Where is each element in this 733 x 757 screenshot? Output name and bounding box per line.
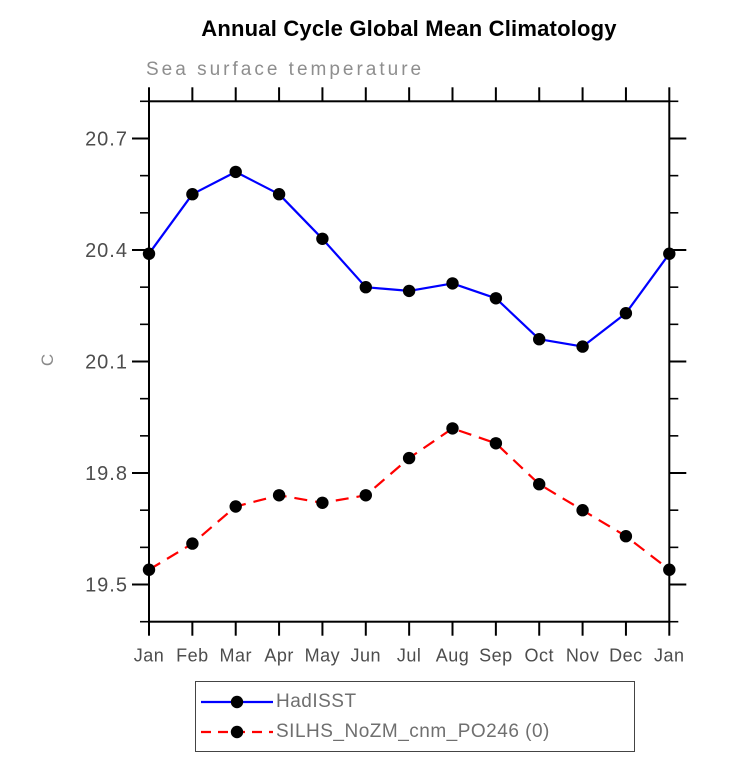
x-tick-label: Apr xyxy=(264,646,294,666)
y-tick-label: 20.1 xyxy=(85,352,128,374)
chart-title: Annual Cycle Global Mean Climatology xyxy=(201,16,617,41)
y-axis-ticks xyxy=(132,100,687,623)
series-line-0 xyxy=(148,170,671,348)
y-axis-tick-labels: 19.5 19.8 20.1 20.4 20.7 xyxy=(85,128,128,597)
x-tick-label: Dec xyxy=(609,646,643,666)
legend-entry-hadisst: HadISST xyxy=(196,687,634,717)
series-markers-1 xyxy=(142,422,676,576)
x-tick-label: Sep xyxy=(479,646,513,666)
legend-entry-silhs: SILHS_NoZM_cnm_PO246 (0) xyxy=(196,717,634,747)
x-tick-label: Jun xyxy=(351,646,382,666)
x-tick-label: Oct xyxy=(524,646,554,666)
x-tick-label: Mar xyxy=(219,646,252,666)
legend-line-sample-solid xyxy=(201,695,273,709)
x-tick-label: Jul xyxy=(397,646,422,666)
chart-subtitle: Sea surface temperature xyxy=(146,59,425,80)
y-tick-label: 20.4 xyxy=(85,240,128,262)
x-tick-label: Jan xyxy=(134,646,165,666)
legend-line-sample-dashed xyxy=(201,725,273,739)
series-line-1 xyxy=(148,427,670,571)
legend: HadISST SILHS_NoZM_cnm_PO246 (0) xyxy=(195,681,635,752)
x-tick-label: Feb xyxy=(176,646,209,666)
series-markers-0 xyxy=(142,165,676,353)
x-tick-label: Jan xyxy=(654,646,685,666)
y-tick-label: 19.8 xyxy=(85,463,128,485)
legend-label-hadisst: HadISST xyxy=(276,691,357,712)
legend-label-silhs: SILHS_NoZM_cnm_PO246 (0) xyxy=(276,721,550,742)
x-axis-tick-labels: Jan Feb Mar Apr May Jun Jul Aug Sep Oct Nov Dec Jan xyxy=(134,646,685,666)
y-tick-label: 19.5 xyxy=(85,575,128,597)
y-tick-label: 20.7 xyxy=(85,128,128,150)
x-axis-ticks xyxy=(148,87,671,636)
x-tick-label: Nov xyxy=(566,646,600,666)
plot-box xyxy=(148,100,671,623)
x-tick-label: Aug xyxy=(436,646,470,666)
x-tick-label: May xyxy=(305,646,341,666)
